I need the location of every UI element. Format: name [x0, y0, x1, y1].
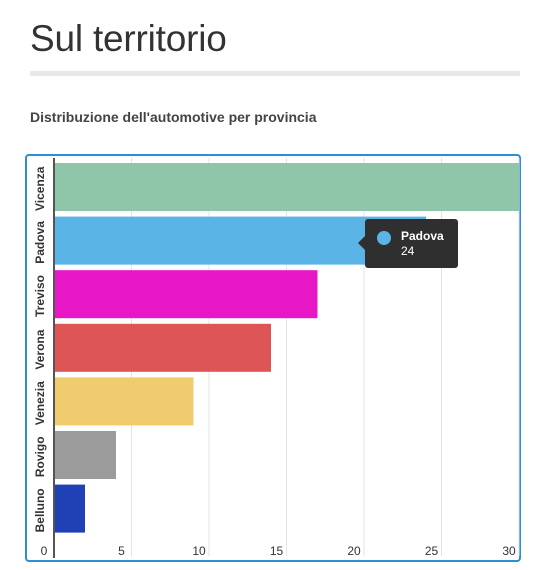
category-label-belluno: Belluno — [33, 488, 47, 532]
bar-verona[interactable] — [54, 323, 271, 372]
tooltip-color-dot — [377, 231, 391, 245]
category-label-treviso: Treviso — [33, 275, 47, 317]
x-tick-label: 30 — [502, 544, 516, 558]
x-tick-label: 10 — [192, 544, 206, 558]
category-label-vicenza: Vicenza — [33, 166, 47, 211]
x-tick-label: 5 — [118, 544, 125, 558]
bar-treviso[interactable] — [54, 270, 318, 319]
x-tick-label: 20 — [347, 544, 361, 558]
category-labels: Vicenza Padova Treviso Verona Venezia Rovigo B… — [33, 166, 47, 532]
chart-frame — [25, 154, 521, 562]
category-label-venezia: Venezia — [33, 381, 47, 425]
x-tick-label: 25 — [425, 544, 439, 558]
bars — [54, 163, 519, 533]
bar-rovigo[interactable] — [54, 431, 116, 479]
bar-venezia[interactable] — [54, 377, 194, 426]
x-tick-label: 15 — [270, 544, 284, 558]
tooltip-value: 24 — [401, 244, 415, 258]
page-title: Sul territorio — [30, 18, 227, 59]
category-label-padova: Padova — [33, 221, 47, 264]
category-label-rovigo: Rovigo — [33, 436, 47, 477]
bar-belluno[interactable] — [54, 484, 85, 533]
chart-subtitle: Distribuzione dell'automotive per provin… — [30, 109, 317, 125]
chart-tooltip: Padova 24 — [358, 219, 458, 268]
category-label-verona: Verona — [33, 329, 47, 369]
x-tick-label: 0 — [41, 544, 48, 558]
title-divider — [30, 71, 520, 76]
tooltip-category: Padova — [401, 229, 444, 243]
bar-vicenza[interactable] — [54, 163, 519, 211]
x-tick-labels: 0 5 10 15 20 25 30 — [41, 544, 516, 558]
